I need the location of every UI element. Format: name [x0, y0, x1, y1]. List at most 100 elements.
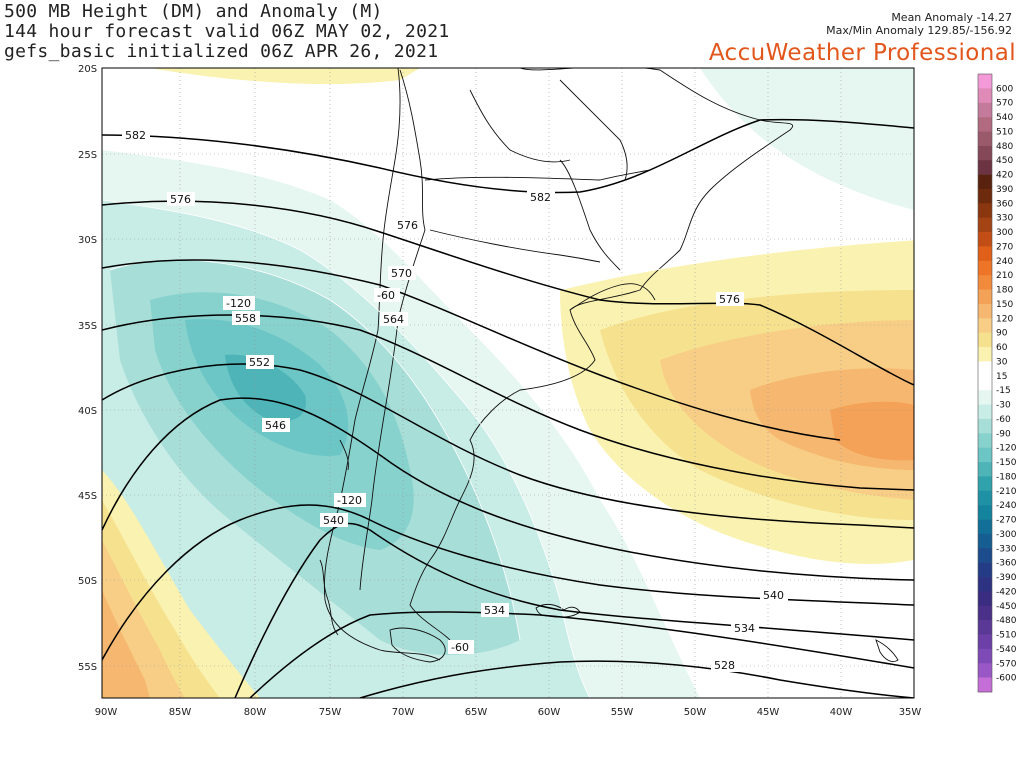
legend-label: -600 [996, 674, 1017, 684]
legend-label: 390 [996, 185, 1013, 195]
legend-label: -450 [996, 602, 1017, 612]
anomaly-contour-labels: -120 -60 -120 -60 [223, 288, 474, 654]
legend-swatch [978, 533, 992, 549]
legend-label: -480 [996, 616, 1017, 626]
longitude-axis: 90W 85W 80W 75W 70W 65W 60W 55W 50W 45W … [95, 707, 922, 718]
lat-label: 20S [78, 64, 97, 75]
lat-label: 40S [78, 406, 97, 417]
title-line-1: 500 MB Height (DM) and Anomaly (M) [4, 1, 383, 22]
legend-swatch [978, 88, 992, 104]
height-label: 546 [265, 419, 286, 432]
legend-label: -150 [996, 458, 1017, 468]
legend-swatch [978, 634, 992, 650]
legend-swatch [978, 375, 992, 391]
legend-swatch [978, 332, 992, 348]
chart-title: 500 MB Height (DM) and Anomaly (M) 144 h… [4, 2, 449, 62]
legend-label: -270 [996, 516, 1017, 526]
legend-label: 450 [996, 156, 1013, 166]
legend-border [977, 73, 993, 693]
legend-swatch [978, 418, 992, 434]
legend-swatch [978, 677, 992, 693]
legend-label: -510 [996, 631, 1017, 641]
legend-label: 570 [996, 99, 1013, 109]
lon-label: 85W [169, 707, 192, 718]
legend-label: -540 [996, 645, 1017, 655]
anomaly-label: -120 [337, 494, 362, 507]
lon-label: 80W [244, 707, 267, 718]
legend-label: 360 [996, 199, 1013, 209]
map-frame [101, 67, 915, 699]
legend-swatch [978, 447, 992, 463]
legend-swatch [978, 232, 992, 247]
height-contours [102, 118, 914, 698]
height-label: 582 [530, 191, 551, 204]
height-label: 576 [397, 219, 418, 232]
height-label: 576 [170, 193, 191, 206]
maxmin-anomaly: Max/Min Anomaly 129.85/-156.92 [826, 24, 1012, 37]
legend-swatch [978, 490, 992, 506]
anomaly-shading [102, 68, 914, 698]
mean-anomaly: Mean Anomaly -14.27 [891, 11, 1012, 24]
legend-swatch [978, 275, 992, 290]
legend-label: -180 [996, 472, 1017, 482]
legend-label: -300 [996, 530, 1017, 540]
legend-swatch [978, 74, 992, 89]
brand-logo: AccuWeather Professional [708, 40, 1016, 66]
lat-label: 30S [78, 235, 97, 246]
legend-swatch [978, 562, 992, 578]
title-line-2: 144 hour forecast valid 06Z MAY 02, 2021 [4, 21, 450, 42]
height-label: 582 [125, 129, 146, 142]
legend-label: -570 [996, 659, 1017, 669]
height-contour-labels: 582 582 576 576 576 570 564 558 552 546 … [122, 128, 788, 672]
legend-swatch [978, 303, 992, 319]
height-label: 558 [235, 312, 256, 325]
anomaly-contours [102, 199, 914, 698]
lon-label: 45W [757, 707, 780, 718]
legend-label: 15 [996, 372, 1007, 382]
legend-swatch [978, 663, 992, 678]
legend-label: 420 [996, 171, 1013, 181]
legend-swatch [978, 102, 992, 118]
height-label: 576 [719, 293, 740, 306]
legend-swatch [978, 548, 992, 563]
legend-swatch [978, 188, 992, 204]
lon-label: 50W [684, 707, 707, 718]
lon-label: 60W [538, 707, 561, 718]
legend-label: -360 [996, 559, 1017, 569]
legend-swatch [978, 505, 992, 520]
lon-label: 40W [830, 707, 853, 718]
legend-swatch [978, 246, 992, 262]
lon-label: 70W [392, 707, 415, 718]
legend-label: 150 [996, 300, 1013, 310]
legend-label: 180 [996, 286, 1013, 296]
anomaly-label: -60 [451, 641, 469, 654]
lat-label: 55S [78, 662, 97, 673]
lat-label: 35S [78, 321, 97, 332]
legend-swatch [978, 361, 992, 377]
height-label: 552 [249, 356, 270, 369]
anomaly-label: -120 [226, 297, 251, 310]
legend-swatch [978, 390, 992, 405]
legend-label: -330 [996, 544, 1017, 554]
legend-label: 120 [996, 314, 1013, 324]
legend-label: -420 [996, 587, 1017, 597]
legend-swatch [978, 648, 992, 664]
latitude-axis: 20S 25S 30S 35S 40S 45S 50S 55S [78, 64, 97, 673]
legend-label: -60 [996, 415, 1011, 425]
legend-swatch [978, 605, 992, 621]
legend-label: 90 [996, 329, 1008, 339]
legend-swatch [978, 117, 992, 132]
legend-swatch [978, 519, 992, 535]
lon-label: 90W [95, 707, 118, 718]
lat-label: 25S [78, 150, 97, 161]
legend-label: 240 [996, 257, 1013, 267]
lat-label: 45S [78, 491, 97, 502]
lon-label: 55W [611, 707, 634, 718]
legend-swatch [978, 404, 992, 420]
legend-swatch [978, 347, 992, 362]
legend-swatch [978, 577, 992, 592]
legend-label: 210 [996, 271, 1013, 281]
lon-label: 35W [899, 707, 922, 718]
legend-label: -390 [996, 573, 1017, 583]
legend-label: -120 [996, 444, 1017, 454]
